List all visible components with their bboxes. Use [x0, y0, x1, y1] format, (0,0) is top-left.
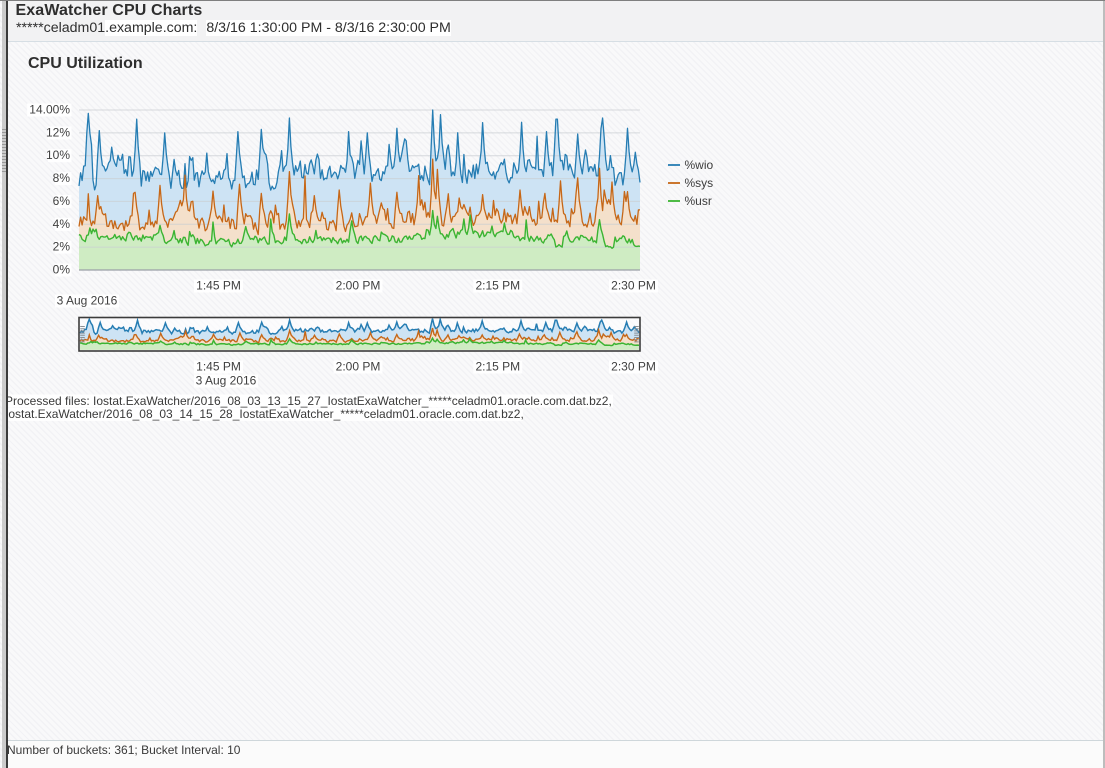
svg-text:12%: 12%: [46, 125, 70, 139]
svg-text:%wio: %wio: [685, 158, 714, 172]
svg-text:%sys: %sys: [685, 176, 714, 190]
svg-text:3 Aug 2016: 3 Aug 2016: [196, 374, 257, 388]
svg-text:2:00 PM: 2:00 PM: [336, 360, 381, 374]
svg-text:10%: 10%: [46, 148, 70, 162]
svg-text:1:45 PM: 1:45 PM: [196, 360, 241, 374]
svg-text:2:30 PM: 2:30 PM: [611, 360, 656, 374]
svg-text:%usr: %usr: [685, 194, 712, 208]
svg-text:2:15 PM: 2:15 PM: [475, 360, 520, 374]
svg-text:8%: 8%: [53, 171, 71, 185]
svg-text:2:00 PM: 2:00 PM: [336, 279, 381, 293]
svg-text:14.00%: 14.00%: [29, 103, 70, 117]
svg-text:2:30 PM: 2:30 PM: [611, 279, 656, 293]
svg-text:6%: 6%: [53, 194, 71, 208]
svg-text:2%: 2%: [53, 240, 71, 254]
svg-text:1:45 PM: 1:45 PM: [196, 279, 241, 293]
svg-text:4%: 4%: [53, 217, 71, 231]
svg-text:0%: 0%: [53, 263, 71, 277]
svg-text:3 Aug 2016: 3 Aug 2016: [57, 294, 118, 308]
svg-text:2:15 PM: 2:15 PM: [475, 279, 520, 293]
